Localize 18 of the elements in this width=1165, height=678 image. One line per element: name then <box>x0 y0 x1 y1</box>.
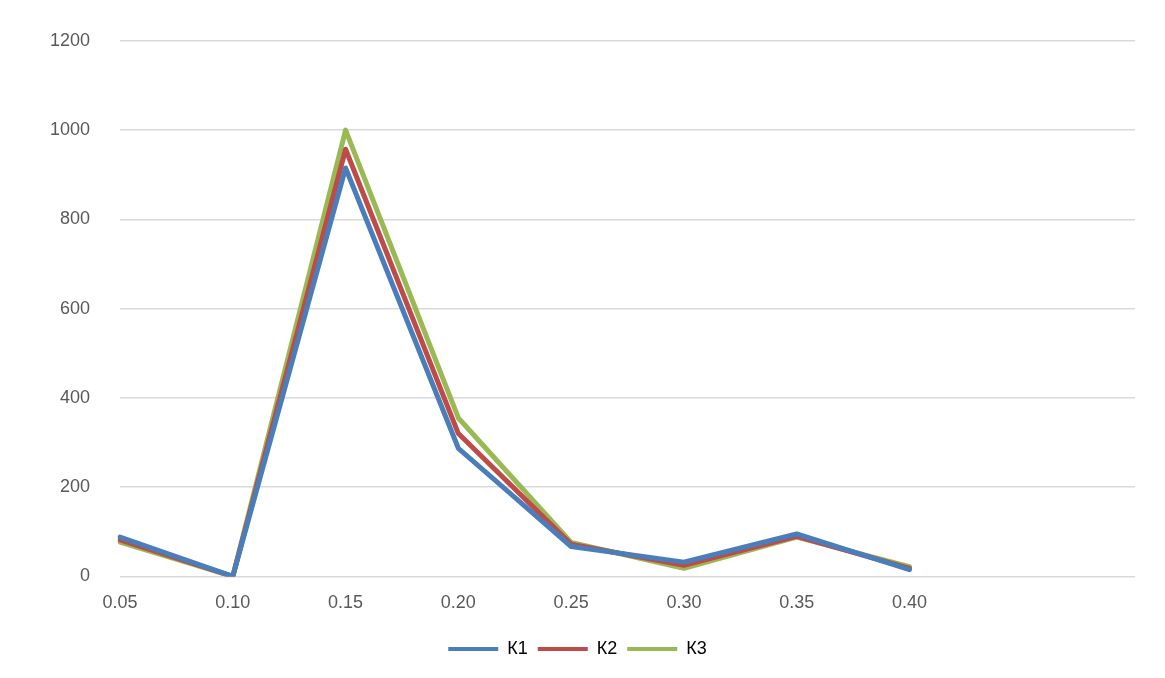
x-tick-label: 0.20 <box>440 592 476 613</box>
y-tick-label: 600 <box>60 297 91 318</box>
y-tick-label: 400 <box>60 386 91 407</box>
legend-label: К3 <box>686 637 707 658</box>
y-tick-label: 800 <box>60 208 91 229</box>
y-tick-label: 200 <box>60 476 91 497</box>
x-tick-label: 0.05 <box>102 592 138 613</box>
y-tick-label: 1200 <box>50 29 91 50</box>
x-tick-label: 0.25 <box>553 592 589 613</box>
x-tick-label: 0.10 <box>215 592 251 613</box>
x-tick-label: 0.35 <box>779 592 815 613</box>
y-tick-label: 1000 <box>50 119 91 140</box>
x-tick-label: 0.40 <box>891 592 927 613</box>
legend-label: К2 <box>596 637 618 658</box>
y-tick-label: 0 <box>80 565 91 586</box>
x-tick-label: 0.15 <box>328 592 364 613</box>
x-tick-label: 0.30 <box>666 592 702 613</box>
legend-label: К1 <box>507 637 528 658</box>
